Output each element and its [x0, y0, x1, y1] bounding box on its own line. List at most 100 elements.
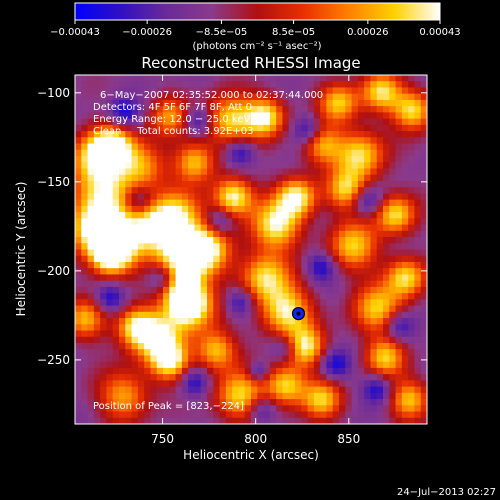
- heatmap-cell: [119, 367, 126, 375]
- heatmap-cell: [282, 261, 290, 269]
- heatmap-cell: [383, 349, 390, 357]
- heatmap-cell: [251, 75, 258, 82]
- heatmap-cell: [276, 224, 284, 232]
- heatmap-cell: [225, 156, 233, 163]
- heatmap-cell: [276, 137, 284, 145]
- heatmap-cell: [401, 417, 409, 424]
- heatmap-cell: [81, 280, 89, 288]
- heatmap-cell: [244, 212, 252, 219]
- heatmap-cell: [81, 149, 89, 157]
- heatmap-cell: [232, 336, 240, 344]
- heatmap-cell: [276, 81, 284, 89]
- heatmap-cell: [370, 75, 378, 82]
- heatmap-cell: [93, 93, 101, 101]
- heatmap-cell: [269, 330, 277, 338]
- heatmap-cell: [125, 268, 133, 276]
- heatmap-cell: [131, 342, 139, 350]
- heatmap-cell: [383, 380, 390, 388]
- heatmap-cell: [207, 81, 214, 89]
- heatmap-cell: [269, 392, 277, 400]
- heatmap-cell: [414, 411, 422, 419]
- heatmap-cell: [169, 386, 177, 394]
- heatmap-cell: [364, 367, 372, 375]
- heatmap-cell: [188, 143, 196, 151]
- heatmap-cell: [320, 399, 328, 406]
- heatmap-cell: [213, 392, 221, 400]
- heatmap-cell: [288, 168, 296, 176]
- heatmap-cell: [269, 187, 277, 195]
- heatmap-cell: [320, 380, 328, 388]
- heatmap-cell: [225, 243, 233, 251]
- heatmap-cell: [244, 205, 252, 213]
- heatmap-cell: [339, 162, 346, 170]
- heatmap-cell: [125, 330, 133, 338]
- heatmap-cell: [408, 342, 416, 350]
- heatmap-cell: [332, 361, 340, 369]
- heatmap-cell: [87, 355, 95, 363]
- heatmap-cell: [137, 187, 145, 195]
- heatmap-cell: [194, 330, 202, 338]
- heatmap-cell: [188, 106, 196, 113]
- heatmap-cell: [345, 261, 353, 269]
- heatmap-cell: [357, 218, 365, 226]
- heatmap-cell: [357, 355, 365, 363]
- heatmap-cell: [106, 324, 114, 332]
- heatmap-cell: [345, 112, 353, 120]
- heatmap-cell: [169, 230, 177, 238]
- heatmap-cell: [93, 336, 101, 344]
- heatmap-cell: [112, 361, 120, 369]
- heatmap-cell: [225, 187, 233, 195]
- heatmap-cell: [408, 243, 416, 251]
- heatmap-cell: [301, 274, 309, 282]
- heatmap-cell: [225, 180, 233, 188]
- heatmap-cell: [137, 380, 145, 388]
- heatmap-cell: [244, 199, 252, 207]
- heatmap-cell: [357, 293, 365, 300]
- heatmap-cell: [194, 174, 202, 182]
- heatmap-cell: [225, 293, 233, 300]
- heatmap-cell: [200, 405, 208, 413]
- heatmap-cell: [119, 268, 126, 276]
- heatmap-cell: [376, 162, 384, 170]
- heatmap-cell: [225, 268, 233, 276]
- heatmap-cell: [288, 361, 296, 369]
- heatmap-cell: [213, 299, 221, 307]
- heatmap-cell: [100, 75, 108, 82]
- heatmap-cell: [364, 374, 372, 381]
- heatmap-cell: [75, 87, 82, 95]
- heatmap-cell: [383, 324, 390, 332]
- heatmap-cell: [112, 124, 120, 132]
- heatmap-cell: [213, 355, 221, 363]
- heatmap-cell: [307, 230, 315, 238]
- heatmap-cell: [81, 131, 89, 138]
- heatmap-cell: [257, 355, 265, 363]
- heatmap-cell: [225, 249, 233, 257]
- heatmap-cell: [345, 280, 353, 288]
- heatmap-cell: [156, 81, 164, 89]
- heatmap-cell: [207, 399, 214, 406]
- heatmap-cell: [238, 261, 246, 269]
- heatmap-cell: [357, 268, 365, 276]
- heatmap-cell: [401, 324, 409, 332]
- heatmap-cell: [408, 162, 416, 170]
- heatmap-cell: [282, 187, 290, 195]
- heatmap-cell: [251, 93, 258, 101]
- heatmap-cell: [207, 349, 214, 357]
- heatmap-cell: [219, 392, 227, 400]
- heatmap-cell: [188, 386, 196, 394]
- heatmap-cell: [131, 361, 139, 369]
- heatmap-cell: [307, 93, 315, 101]
- heatmap-cell: [295, 355, 302, 363]
- x-axis-label: Heliocentric X (arcsec): [183, 448, 319, 462]
- heatmap-cell: [364, 224, 372, 232]
- heatmap-cell: [313, 280, 321, 288]
- heatmap-cell: [326, 342, 334, 350]
- heatmap-cell: [81, 212, 89, 219]
- heatmap-cell: [119, 330, 126, 338]
- heatmap-cell: [87, 330, 95, 338]
- heatmap-cell: [301, 230, 309, 238]
- heatmap-cell: [295, 174, 302, 182]
- heatmap-cell: [75, 118, 82, 126]
- heatmap-cell: [376, 330, 384, 338]
- heatmap-cell: [125, 193, 133, 201]
